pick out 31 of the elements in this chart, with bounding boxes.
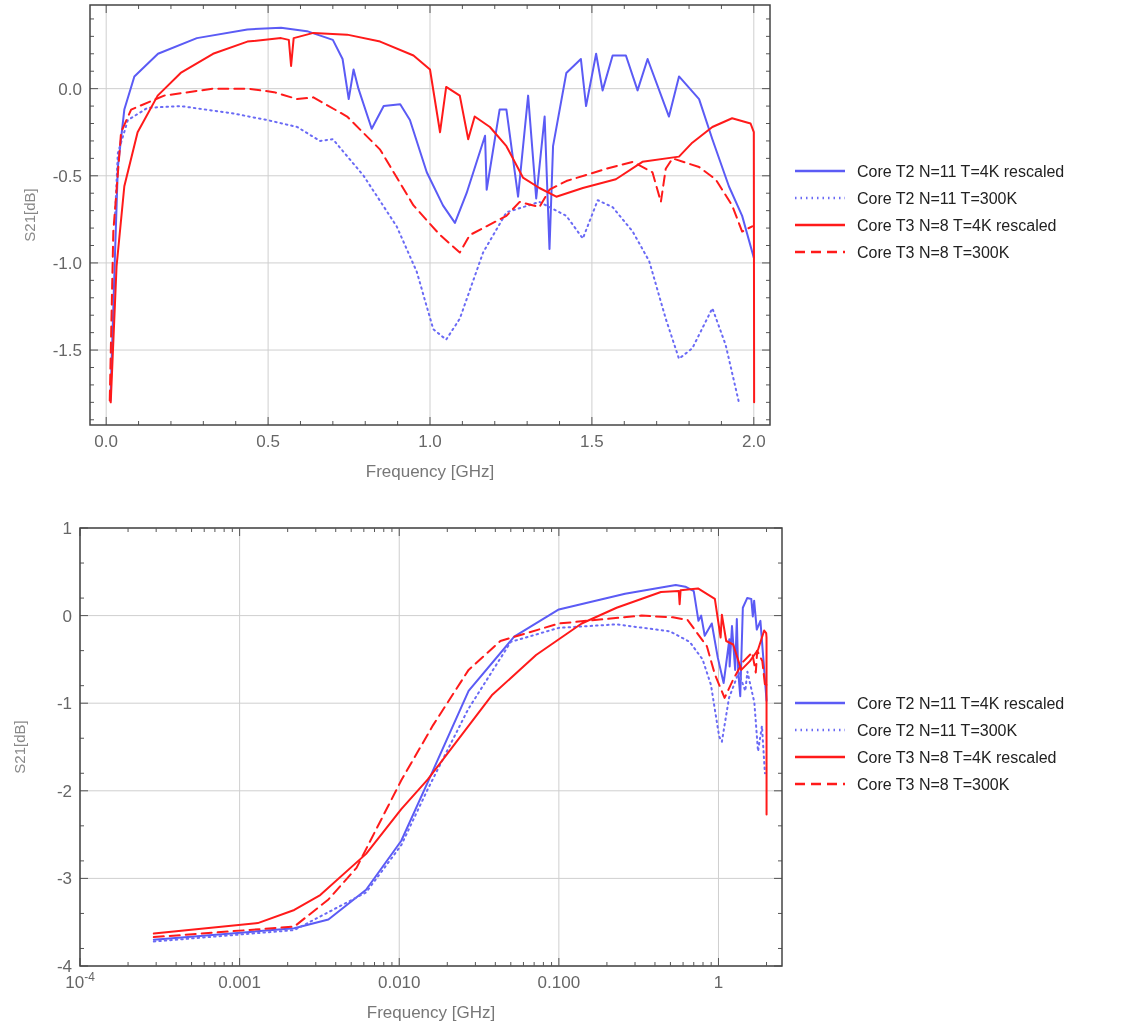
x-tick-label: 1.5 xyxy=(580,432,604,451)
legend-label: Core T2 N=11 T=300K xyxy=(857,190,1018,207)
y-tick-label: -3 xyxy=(56,869,72,889)
x-tick-label: 0.100 xyxy=(537,973,581,992)
y-tick-label: -1.0 xyxy=(52,253,82,273)
legend-label: Core T3 N=8 T=300K xyxy=(857,776,1010,793)
y-tick-label: -0.5 xyxy=(52,166,82,186)
y-tick-label: -2 xyxy=(56,781,72,801)
x-axis-title: Frequency [GHz] xyxy=(366,1003,496,1022)
y-axis-title: S21[dB] xyxy=(21,188,38,242)
y-tick-label: 0.0 xyxy=(58,79,82,99)
x-tick-label: 2.0 xyxy=(741,432,766,451)
y-tick-label: -1 xyxy=(56,694,72,714)
y-tick-label: -1.5 xyxy=(52,341,82,361)
x-tick-label: 1 xyxy=(713,973,724,992)
x-tick-label: 0.5 xyxy=(256,432,280,451)
y-tick-label: 1 xyxy=(62,519,72,538)
x-tick-label: 0.0 xyxy=(94,432,119,451)
x-tick-label: 0.001 xyxy=(218,973,261,992)
legend-label: Core T2 N=11 T=300K xyxy=(857,722,1018,739)
legend-label: Core T2 N=11 T=4K rescaled xyxy=(857,163,1065,180)
legend-label: Core T3 N=8 T=300K xyxy=(857,244,1010,261)
legend-label: Core T3 N=8 T=4K rescaled xyxy=(857,749,1057,766)
x-tick-label: 0.010 xyxy=(377,973,421,992)
x-tick-label: 1.0 xyxy=(418,432,442,451)
legend-label: Core T3 N=8 T=4K rescaled xyxy=(857,217,1057,234)
legend-label: Core T2 N=11 T=4K rescaled xyxy=(857,695,1065,712)
y-tick-label: 0 xyxy=(62,606,72,626)
y-tick-label: -4 xyxy=(56,957,72,976)
y-axis-title: S21[dB] xyxy=(11,720,28,774)
x-axis-title: Frequency [GHz] xyxy=(365,462,495,481)
